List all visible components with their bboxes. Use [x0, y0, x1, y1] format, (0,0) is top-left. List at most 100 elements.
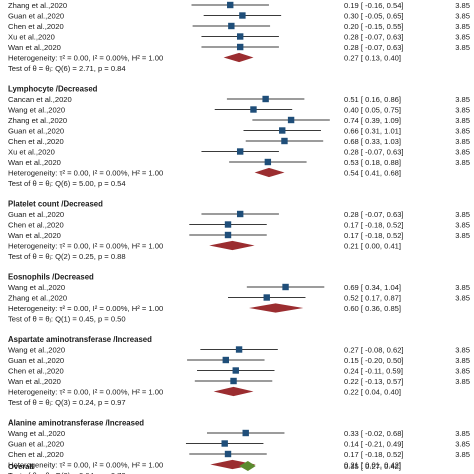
study-marker — [232, 367, 239, 374]
study-marker — [235, 346, 243, 353]
pooled-ci-value: 0.54 [ 0.41, 0.68] — [344, 168, 401, 177]
pooled-ci-value: 0.22 [ 0.04, 0.40] — [344, 387, 401, 396]
study-marker — [224, 221, 232, 228]
ci-value: 0.14 [ -0.21, 0.49] — [344, 439, 404, 448]
study-label: Guan et al.,2020 — [8, 210, 64, 219]
study-marker — [250, 106, 257, 113]
weight-value: 3.85 — [455, 22, 470, 31]
weight-value: 3.85 — [455, 32, 470, 41]
overall-label: Overall — [8, 462, 34, 471]
ci-value: 0.28 [ -0.07, 0.63] — [344, 32, 404, 41]
weight-value: 3.85 — [455, 137, 470, 146]
weight-value: 3.85 — [455, 356, 470, 365]
heterogeneity-stats: Heterogeneity: τ² = 0.00, I² = 0.00%, H²… — [8, 387, 163, 396]
weight-value: 3.85 — [455, 377, 470, 386]
subgroup-title: Alanine aminotransferase /Increased — [8, 418, 144, 427]
ci-value: 0.52 [ 0.17, 0.87] — [344, 293, 401, 302]
homogeneity-test: Test of θ = θⱼ: Q(1) = 0.45, p = 0.50 — [8, 314, 126, 323]
weight-value: 3.85 — [455, 43, 470, 52]
subgroup-title: Platelet count /Decreased — [8, 199, 103, 208]
study-label: Chen et al.,2020 — [8, 137, 64, 146]
ci-value: 0.27 [ -0.08, 0.62] — [344, 345, 404, 354]
homogeneity-test: Test of θ = θⱼ: Q(2) = 0.25, p = 0.88 — [8, 252, 126, 261]
heterogeneity-stats: Heterogeneity: τ² = 0.00, I² = 0.00%, H²… — [8, 460, 163, 469]
weight-value: 3.85 — [455, 450, 470, 459]
study-label: Wan et al.,2020 — [8, 231, 61, 240]
study-marker — [224, 231, 232, 239]
study-label: Chen et al.,2020 — [8, 22, 64, 31]
pooled-diamond — [254, 167, 285, 178]
homogeneity-test: Test of θ = θⱼ: Q(6) = 2.71, p = 0.84 — [8, 64, 126, 73]
weight-value: 3.85 — [455, 95, 470, 104]
weight-value: 3.85 — [455, 231, 470, 240]
ci-value: 0.28 [ -0.07, 0.63] — [344, 147, 404, 156]
weight-value: 3.85 — [455, 11, 470, 20]
ci-value: 0.51 [ 0.16, 0.86] — [344, 95, 401, 104]
heterogeneity-stats: Heterogeneity: τ² = 0.00, I² = 0.00%, H²… — [8, 241, 163, 250]
ci-value: 0.19 [ -0.16, 0.54] — [344, 1, 404, 10]
heterogeneity-stats: Heterogeneity: τ² = 0.00, I² = 0.00%, H²… — [8, 168, 163, 177]
study-label: Chen et al.,2020 — [8, 450, 64, 459]
study-label: Wan et al.,2020 — [8, 377, 61, 386]
study-marker — [262, 95, 269, 103]
study-marker — [222, 356, 229, 364]
study-label: Wang et al.,2020 — [8, 345, 65, 354]
study-label: Wan et al.,2020 — [8, 43, 61, 52]
ci-value: 0.17 [ -0.18, 0.52] — [344, 220, 404, 229]
study-marker — [287, 116, 295, 124]
pooled-diamond — [223, 52, 254, 63]
weight-value: 3.85 — [455, 210, 470, 219]
weight-value: 3.85 — [455, 283, 470, 292]
pooled-diamond — [209, 240, 255, 251]
study-label: Guan et al.,2020 — [8, 356, 64, 365]
subgroup-title: Aspartate aminotransferase /Increased — [8, 335, 152, 344]
study-label: Wang et al.,2020 — [8, 283, 65, 292]
study-label: Zhang et al.,2020 — [8, 1, 67, 10]
ci-value: 0.53 [ 0.18, 0.88] — [344, 158, 401, 167]
ci-value: 0.28 [ -0.07, 0.63] — [344, 43, 404, 52]
study-marker — [236, 33, 244, 40]
ci-value: 0.24 [ -0.11, 0.59] — [344, 366, 403, 375]
pooled-ci-value: 0.21 [ 0.00, 0.41] — [344, 241, 401, 250]
pooled-diamond — [213, 386, 254, 397]
ci-value: 0.33 [ -0.02, 0.68] — [344, 429, 404, 438]
study-marker — [236, 43, 244, 51]
study-marker — [221, 440, 228, 447]
ci-value: 0.66 [ 0.31, 1.01] — [344, 126, 401, 135]
ci-value: 0.17 [ -0.18, 0.52] — [344, 231, 404, 240]
homogeneity-test: Test of θ = θⱼ: Q(3) = 0.24, p = 0.97 — [8, 398, 126, 407]
ci-value: 0.20 [ -0.15, 0.55] — [344, 22, 404, 31]
weight-value: 3.85 — [455, 1, 470, 10]
study-marker — [264, 158, 272, 166]
subgroup-title: Eosnophils /Decreased — [8, 272, 94, 281]
study-marker — [230, 377, 237, 385]
study-marker — [236, 148, 244, 155]
study-label: Zhang et al.,2020 — [8, 116, 67, 125]
study-label: Wan et al.,2020 — [8, 158, 61, 167]
weight-value: 3.85 — [455, 116, 470, 125]
overall-ci-value: 0.35 [ 0.27, 0.42] — [344, 462, 401, 471]
weight-value: 3.85 — [455, 293, 470, 302]
subgroup-title: Lymphocyte /Decreased — [8, 84, 98, 93]
study-label: Guan et al.,2020 — [8, 439, 64, 448]
study-marker — [239, 12, 246, 19]
ci-value: 0.15 [ -0.20, 0.50] — [344, 356, 404, 365]
study-marker — [281, 137, 288, 145]
ci-value: 0.68 [ 0.33, 1.03] — [344, 137, 401, 146]
ci-value: 0.69 [ 0.34, 1.04] — [344, 283, 401, 292]
study-label: Xu et al.,2020 — [8, 32, 55, 41]
study-marker — [279, 127, 286, 134]
ci-value: 0.22 [ -0.13, 0.57] — [344, 377, 404, 386]
study-marker — [236, 210, 244, 218]
ci-value: 0.17 [ -0.18, 0.52] — [344, 450, 404, 459]
study-marker — [282, 283, 289, 291]
study-label: Wang et al.,2020 — [8, 105, 65, 114]
pooled-ci-value: 0.21 [ 0.01, 0.42] — [344, 460, 401, 469]
weight-value: 3.85 — [455, 366, 470, 375]
weight-value: 3.85 — [455, 345, 470, 354]
heterogeneity-stats: Heterogeneity: τ² = 0.00, I² = 0.00%, H²… — [8, 53, 163, 62]
study-label: Wang et al.,2020 — [8, 429, 65, 438]
study-marker — [228, 22, 235, 30]
weight-value: 3.85 — [455, 105, 470, 114]
study-label: Guan et al.,2020 — [8, 126, 64, 135]
